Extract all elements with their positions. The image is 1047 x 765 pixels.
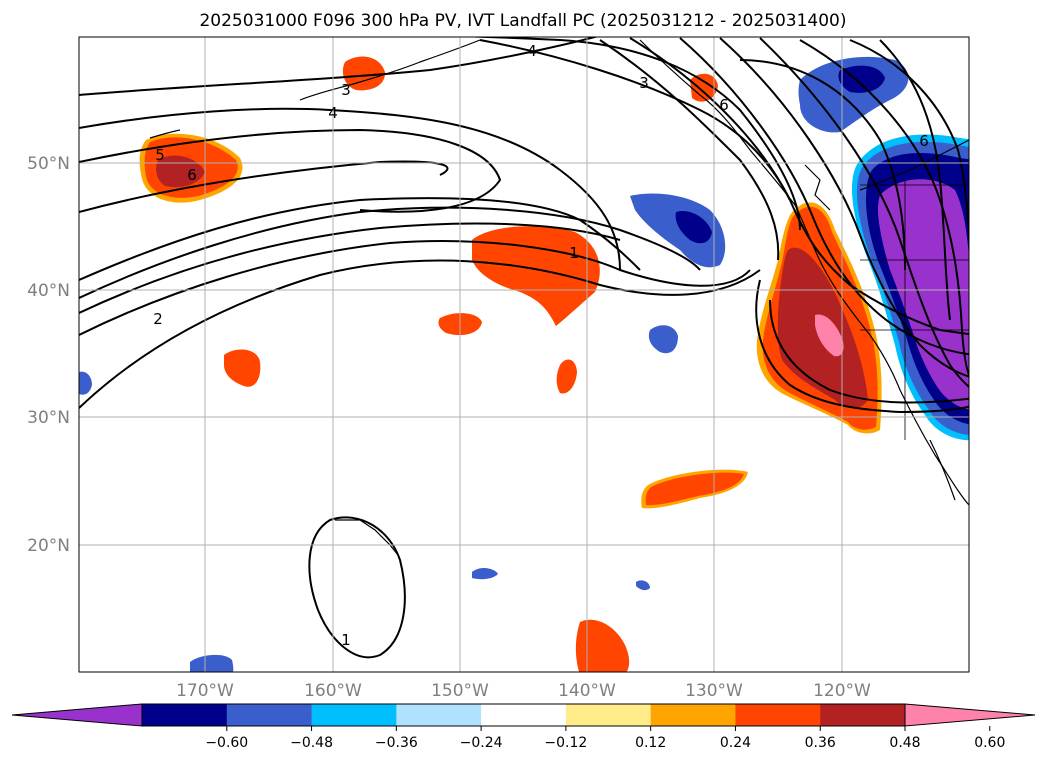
contour-label: 4 xyxy=(527,42,537,60)
colorbar-tick-label: −0.36 xyxy=(375,735,418,751)
colorbar: −0.60 −0.48 −0.36 −0.24 −0.12 0.12 0.24 0.36 0.4… xyxy=(11,703,1036,751)
colorbar-tick-label: 0.48 xyxy=(889,735,920,751)
lat-tick: 20°N xyxy=(27,536,70,556)
lon-tick-labels: 170°W 160°W 150°W 140°W 130°W 120°W xyxy=(176,681,871,701)
colorbar-segment xyxy=(142,704,228,726)
contour-label: 3 xyxy=(341,81,351,99)
colorbar-tick-label: 0.24 xyxy=(720,735,751,751)
contour-label: 1 xyxy=(569,244,579,262)
colorbar-tick-label: −0.24 xyxy=(460,735,503,751)
colorbar-tick-label: 0.12 xyxy=(635,735,666,751)
colorbar-segment xyxy=(311,704,397,726)
colorbar-segment xyxy=(226,704,313,726)
colorbar-frame xyxy=(141,703,906,727)
contour-label: 5 xyxy=(155,146,165,164)
contour-label: 6 xyxy=(719,96,729,114)
lat-tick-labels: 50°N 40°N 30°N 20°N xyxy=(27,154,70,556)
contour-label: 6 xyxy=(919,132,929,150)
coastlines xyxy=(149,39,969,556)
contour-labels: 4 4 3 3 5 6 6 6 2 1 1 xyxy=(153,42,929,649)
contour-label: 4 xyxy=(328,104,338,122)
lat-tick: 50°N xyxy=(27,154,70,174)
colorbar-extend-high xyxy=(904,703,1036,727)
lon-tick: 160°W xyxy=(304,681,362,701)
lat-tick: 30°N xyxy=(27,408,70,428)
contour-label: 6 xyxy=(187,166,197,184)
lon-tick: 170°W xyxy=(176,681,234,701)
colorbar-segment xyxy=(565,704,652,726)
contour-label: 3 xyxy=(639,74,649,92)
colorbar-tick-label: −0.48 xyxy=(290,735,333,751)
colorbar-tick-label: 0.36 xyxy=(805,735,836,751)
colorbar-segment xyxy=(396,704,482,726)
colorbar-segment xyxy=(481,704,567,726)
contour-label: 1 xyxy=(341,631,351,649)
colorbar-segment xyxy=(820,704,906,726)
lat-tick: 40°N xyxy=(27,281,70,301)
colorbar-segment xyxy=(735,704,821,726)
map-title: 2025031000 F096 300 hPa PV, IVT Landfall… xyxy=(199,11,846,31)
colorbar-tick-label: −0.60 xyxy=(205,735,248,751)
lon-tick: 140°W xyxy=(558,681,616,701)
colorbar-segment xyxy=(650,704,736,726)
pv-anomaly-fills xyxy=(79,56,969,672)
lon-tick: 130°W xyxy=(685,681,743,701)
colorbar-tick-label: 0.60 xyxy=(974,735,1005,751)
gridlines xyxy=(79,37,969,672)
map-frame xyxy=(78,36,970,673)
contour-label: 2 xyxy=(153,310,163,328)
colorbar-extend-low xyxy=(11,703,143,727)
lon-tick: 120°W xyxy=(813,681,871,701)
lon-tick: 150°W xyxy=(431,681,489,701)
colorbar-tick-label: −0.12 xyxy=(544,735,587,751)
